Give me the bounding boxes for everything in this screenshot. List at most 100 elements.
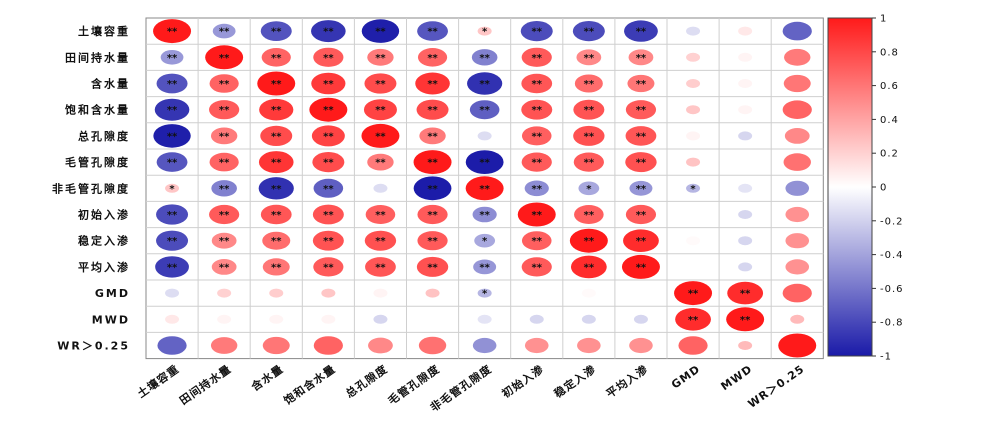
significance-mark: ** [532, 79, 543, 90]
significance-mark: ** [167, 262, 178, 273]
significance-mark: ** [219, 158, 230, 169]
corr-ellipse [738, 236, 753, 246]
corr-ellipse [259, 98, 294, 121]
significance-mark: ** [323, 262, 334, 273]
corr-ellipse [471, 49, 498, 66]
row-label: MWD [92, 313, 130, 326]
corr-ellipse [782, 100, 812, 119]
significance-mark: ** [167, 236, 178, 247]
row-label: 含水量 [90, 77, 130, 91]
corr-ellipse [363, 99, 397, 121]
significance-mark: ** [636, 79, 647, 90]
significance-mark: ** [636, 236, 647, 247]
significance-mark: ** [532, 27, 543, 38]
corr-ellipse [572, 21, 605, 42]
significance-mark: ** [636, 131, 647, 142]
corr-ellipse [472, 337, 497, 354]
significance-mark: ** [479, 210, 490, 221]
significance-mark: ** [427, 53, 438, 64]
corr-ellipse [790, 314, 805, 324]
corr-ellipse [211, 232, 237, 249]
corr-ellipse [686, 236, 701, 246]
row-label: 总孔隙度 [78, 129, 130, 143]
row-label: 非毛管孔隙度 [52, 181, 130, 195]
significance-mark: ** [427, 184, 438, 195]
significance-mark: ** [427, 262, 438, 273]
corr-ellipse [738, 131, 753, 141]
significance-mark: ** [375, 105, 386, 116]
significance-mark: ** [688, 315, 699, 326]
significance-mark: ** [479, 184, 490, 195]
significance-mark: ** [167, 158, 178, 169]
colorbar-tick-label: -0.4 [880, 250, 904, 261]
corr-ellipse [417, 21, 448, 41]
significance-mark: ** [323, 79, 334, 90]
corr-ellipse [686, 52, 701, 62]
corr-ellipse [367, 153, 394, 171]
colorbar-tick-label: 1 [880, 14, 887, 25]
significance-mark: ** [219, 236, 230, 247]
significance-mark: ** [584, 105, 595, 116]
corr-ellipse [469, 100, 500, 120]
significance-mark: ** [427, 27, 438, 38]
corr-ellipse [417, 204, 448, 225]
colorbar [827, 17, 873, 357]
significance-mark: ** [532, 184, 543, 195]
corr-ellipse [784, 48, 811, 66]
significance-mark: ** [584, 210, 595, 221]
significance-mark: ** [375, 158, 386, 169]
significance-mark: ** [688, 289, 699, 300]
significance-mark: ** [636, 27, 647, 38]
corr-ellipse [260, 21, 292, 41]
significance-mark: ** [636, 210, 647, 221]
corr-ellipse [675, 308, 711, 331]
corr-ellipse [467, 72, 503, 95]
significance-mark: * [482, 27, 488, 38]
corr-ellipse [361, 19, 400, 43]
corr-ellipse [165, 314, 180, 324]
corr-ellipse [573, 99, 605, 120]
corr-ellipse [574, 205, 604, 224]
corr-ellipse [521, 73, 553, 94]
significance-mark: ** [479, 53, 490, 64]
corr-ellipse [309, 97, 348, 122]
significance-mark: ** [375, 131, 386, 142]
significance-mark: ** [427, 158, 438, 169]
colorbar-tick-label: 0.6 [880, 81, 899, 92]
corr-ellipse [373, 183, 388, 193]
column-label: WR＞0.25 [746, 362, 807, 410]
significance-mark: ** [636, 53, 647, 64]
significance-mark: ** [427, 105, 438, 116]
corr-ellipse [210, 127, 238, 145]
corr-ellipse [153, 124, 191, 148]
significance-mark: ** [323, 27, 334, 38]
significance-mark: ** [219, 131, 230, 142]
corr-ellipse [415, 72, 450, 95]
column-label: 初始入渗 [499, 362, 546, 401]
significance-mark: ** [375, 53, 386, 64]
significance-mark: ** [323, 184, 334, 195]
row-label: 田间持水量 [65, 50, 130, 64]
corr-ellipse [210, 337, 238, 354]
corr-ellipse [738, 157, 753, 167]
corr-ellipse [311, 125, 345, 147]
corr-ellipse [465, 150, 504, 175]
significance-mark: ** [167, 79, 178, 90]
corr-ellipse [629, 180, 653, 196]
corr-ellipse [517, 202, 556, 227]
corr-ellipse [783, 74, 811, 93]
significance-mark: ** [532, 131, 543, 142]
corr-ellipse [686, 183, 701, 193]
corr-ellipse [416, 256, 449, 277]
corr-ellipse [425, 314, 440, 324]
colorbar-tick-label: -0.8 [880, 318, 904, 329]
significance-mark: ** [271, 236, 282, 247]
corr-ellipse [628, 49, 654, 66]
corr-ellipse [262, 231, 291, 250]
corr-ellipse [157, 336, 187, 355]
significance-mark: * [482, 289, 488, 300]
significance-mark: ** [271, 184, 282, 195]
corr-ellipse [312, 204, 344, 225]
significance-mark: ** [584, 262, 595, 273]
corr-ellipse [629, 337, 653, 354]
